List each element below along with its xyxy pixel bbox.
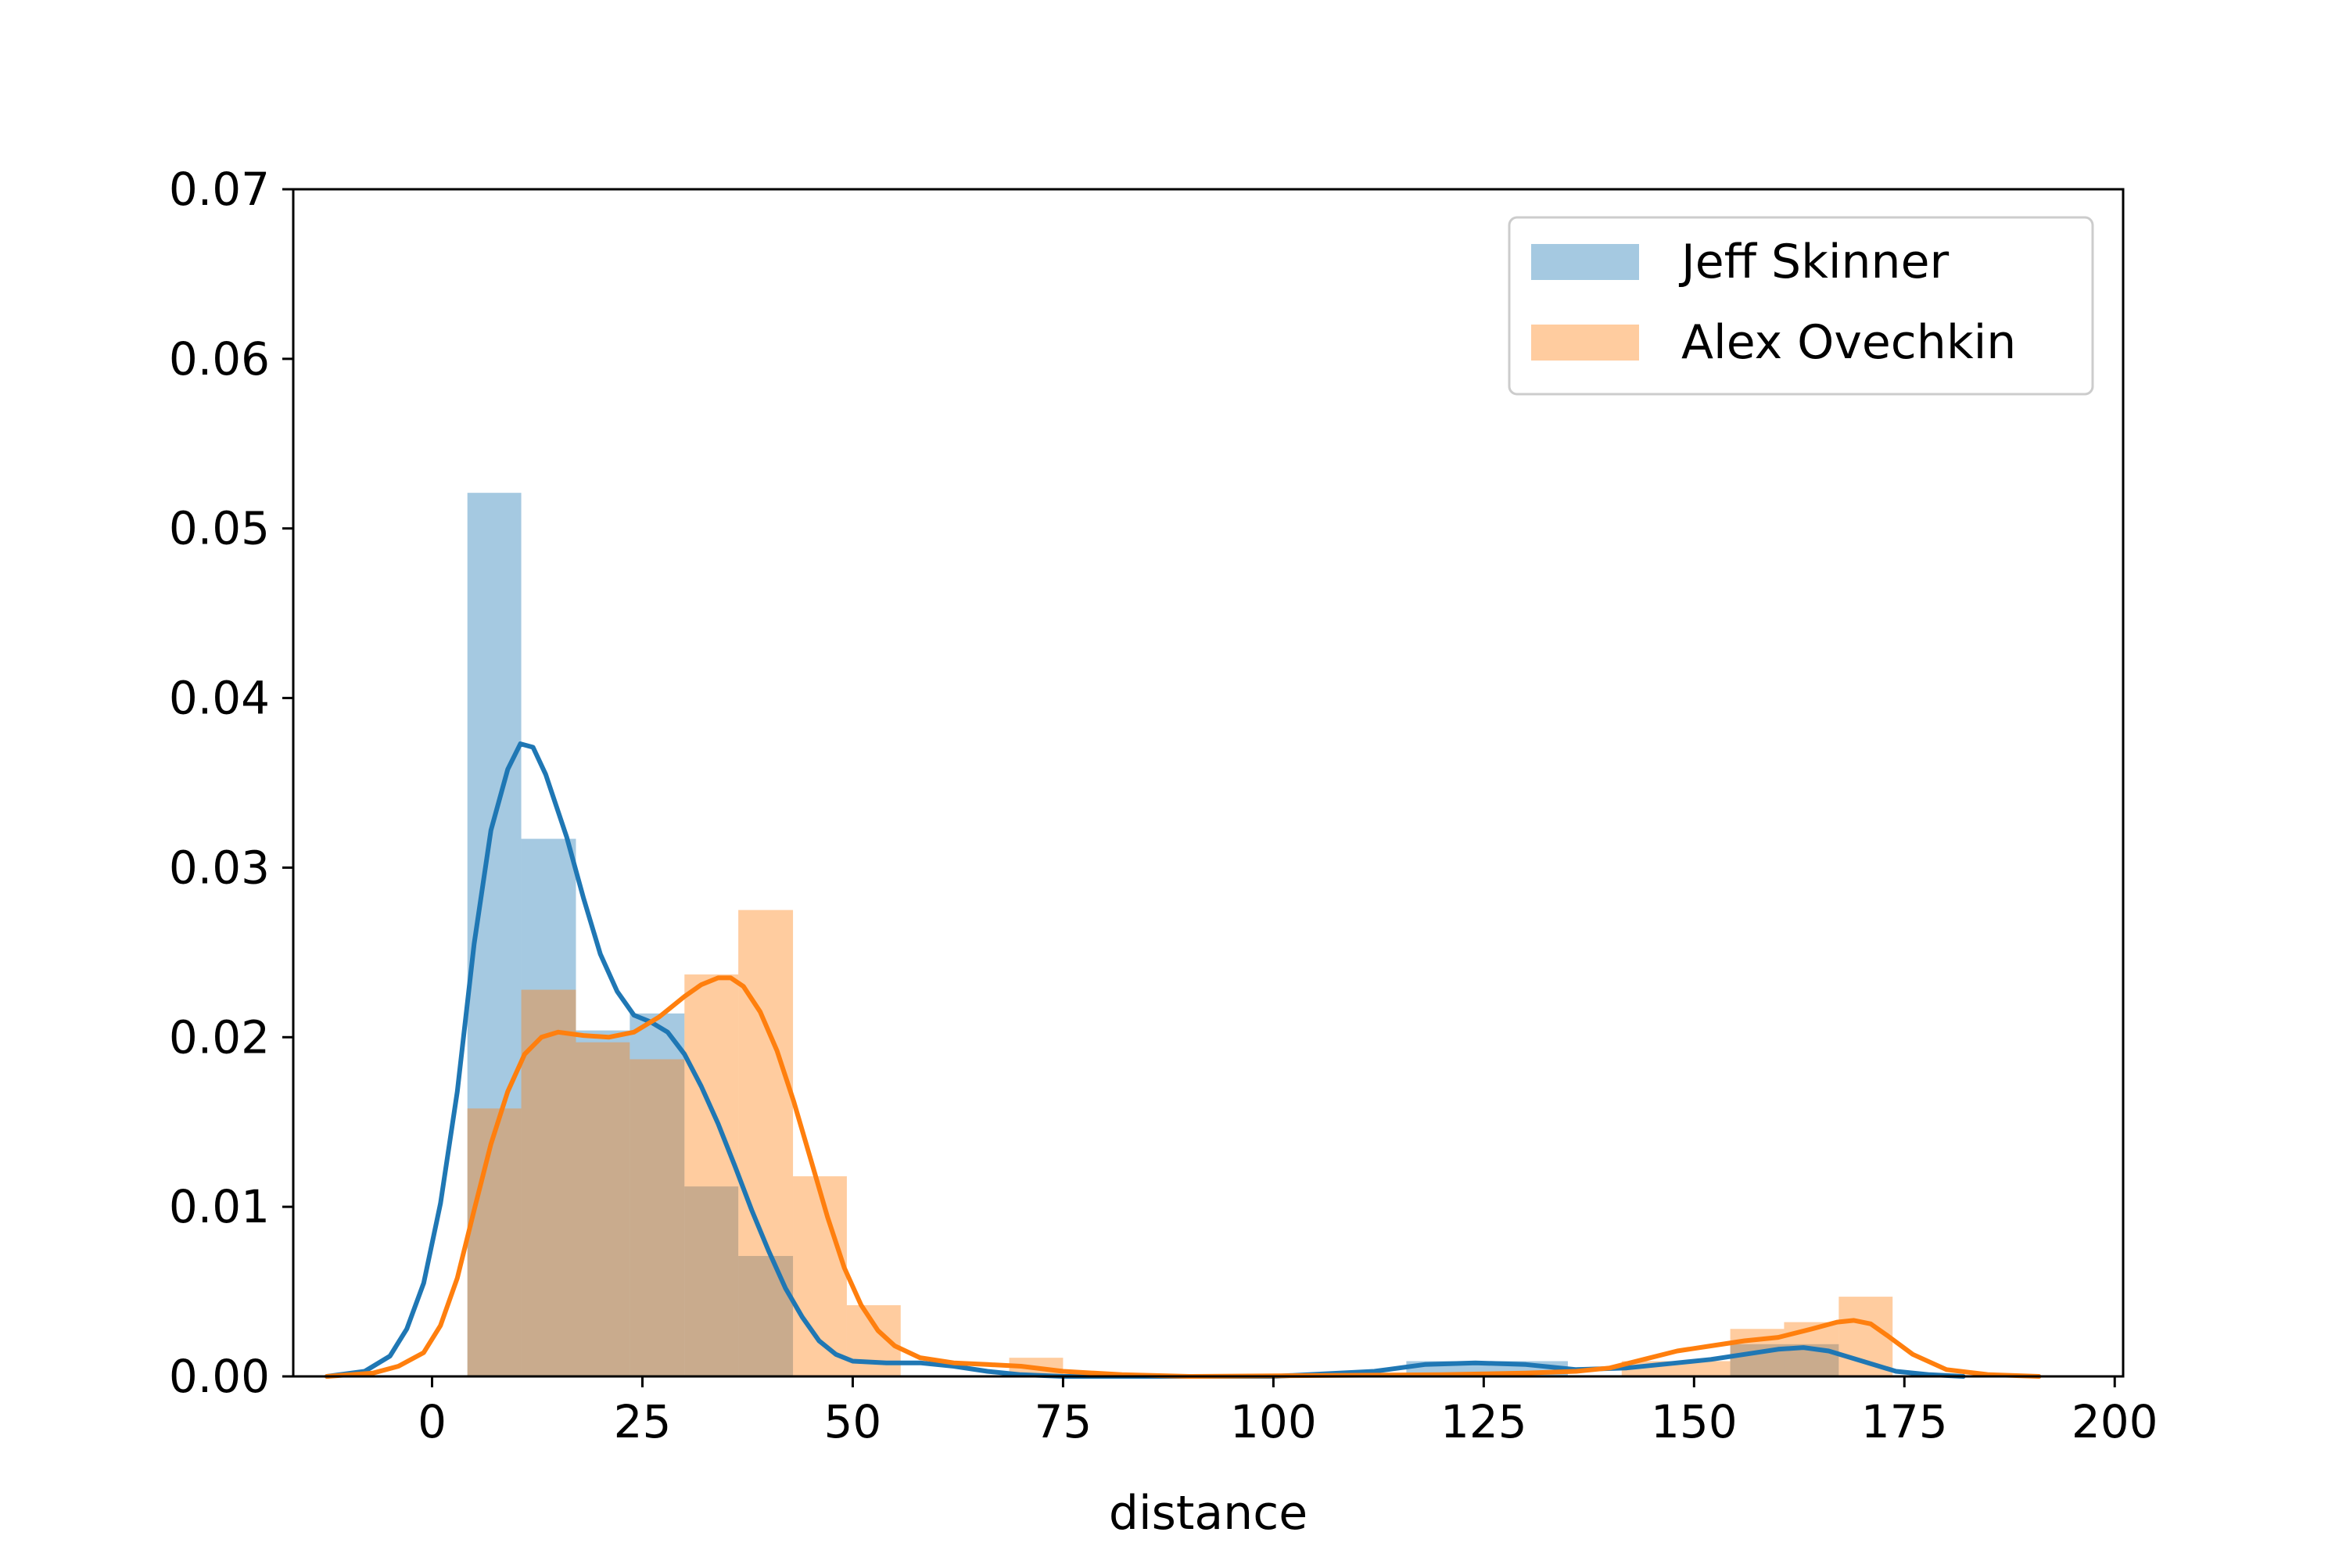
y-tick-label: 0.05 [169, 502, 270, 555]
legend-swatch-ovechkin [1531, 325, 1639, 361]
legend-label-ovechkin: Alex Ovechkin [1681, 315, 2016, 370]
hist-bar-ovechkin-2 [576, 1042, 630, 1376]
kde-line-ovechkin [325, 975, 2042, 1379]
y-tick-label: 0.01 [169, 1180, 270, 1233]
hist-bar-skinner-2 [576, 1030, 630, 1376]
x-tick-label: 175 [1861, 1395, 1948, 1448]
hist-bar-ovechkin-6 [793, 1176, 847, 1376]
x-tick-label: 50 [824, 1395, 882, 1448]
y-tick-label: 0.04 [169, 672, 270, 725]
axes-frame [292, 188, 2125, 1378]
hist-bar-skinner-5 [738, 1256, 794, 1376]
hist-bar-skinner-1 [521, 838, 576, 1376]
hist-bar-ovechkin-5 [738, 910, 794, 1376]
y-tick-label: 0.06 [169, 332, 270, 386]
x-axis-label: distance [1109, 1486, 1308, 1541]
x-tick-label: 150 [1651, 1395, 1738, 1448]
x-tick-label: 25 [614, 1395, 672, 1448]
x-tick-label: 200 [2072, 1395, 2158, 1448]
y-tick-label: 0.00 [169, 1350, 270, 1403]
hist-bar-ovechkin-4 [684, 974, 739, 1376]
x-tick-label: 0 [418, 1395, 447, 1448]
x-tick-label: 100 [1230, 1395, 1317, 1448]
y-tick-label: 0.07 [169, 163, 270, 216]
legend-label-skinner: Jeff Skinner [1678, 235, 1949, 289]
hist-bar-skinner-4 [684, 1186, 739, 1376]
legend-frame [1508, 216, 2094, 396]
kde-line-skinner [325, 741, 1966, 1379]
hist-bar-ovechkin-0 [467, 1108, 522, 1376]
x-tick-label: 75 [1035, 1395, 1092, 1448]
x-tick-label: 125 [1440, 1395, 1527, 1448]
y-tick-label: 0.02 [169, 1010, 270, 1064]
hist-bar-ovechkin-3 [630, 1059, 685, 1376]
legend-swatch-skinner [1531, 244, 1639, 280]
plot-layer [325, 493, 2042, 1379]
hist-bar-skinner-3 [630, 1013, 685, 1376]
hist-bar-ovechkin-1 [521, 989, 576, 1376]
axis-layer: 0 25 50 75 100 125 150 175 200 0.00 0.01 0.02 0.03 0.… [169, 163, 2158, 1448]
y-tick-label: 0.03 [169, 841, 270, 894]
legend: Jeff Skinner Alex Ovechkin [1508, 216, 2094, 396]
